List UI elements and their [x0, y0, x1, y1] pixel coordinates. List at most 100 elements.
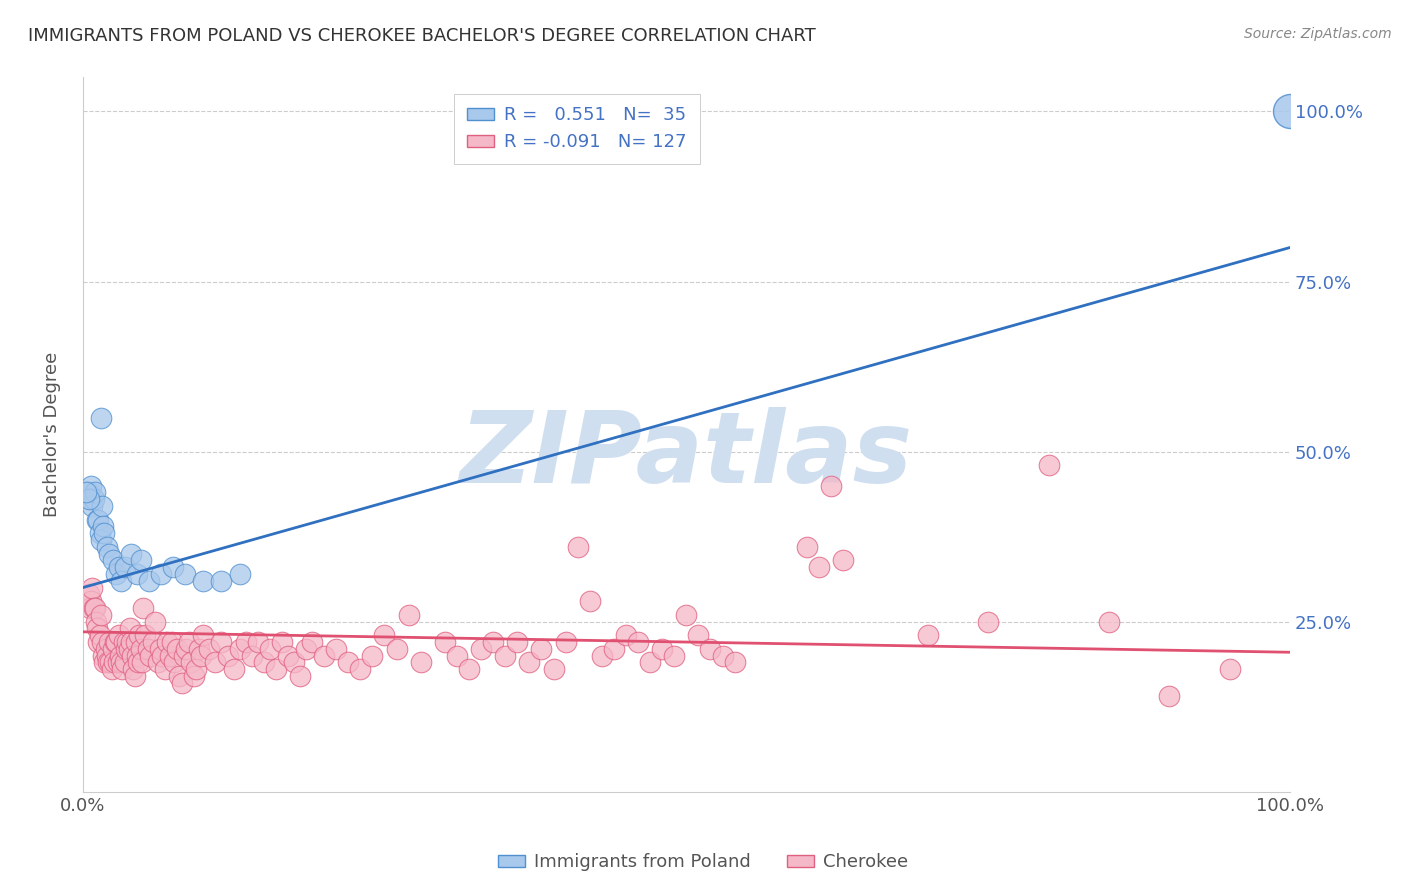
Point: [103, 656, 125, 670]
Point: [80, 594, 103, 608]
Point: [699, 641, 721, 656]
Point: [94, 641, 117, 656]
Point: [87, 635, 110, 649]
Point: [277, 648, 299, 663]
Point: [125, 567, 148, 582]
Point: [100, 656, 122, 670]
Point: [482, 635, 505, 649]
Point: [132, 601, 155, 615]
Point: [917, 628, 939, 642]
Point: [127, 656, 149, 670]
Point: [118, 622, 141, 636]
Point: [121, 648, 143, 663]
Point: [125, 635, 148, 649]
Point: [1159, 690, 1181, 704]
Point: [301, 635, 323, 649]
Point: [98, 547, 121, 561]
Point: [1098, 615, 1121, 629]
Point: [204, 656, 226, 670]
Point: [253, 656, 276, 670]
Point: [174, 567, 197, 582]
Point: [820, 478, 842, 492]
Point: [664, 648, 686, 663]
Point: [162, 560, 184, 574]
Point: [114, 656, 136, 670]
Point: [114, 560, 136, 574]
Point: [93, 656, 115, 670]
Point: [217, 648, 239, 663]
Point: [1219, 662, 1241, 676]
Point: [235, 635, 257, 649]
Point: [131, 656, 153, 670]
Point: [83, 492, 105, 507]
Point: [264, 662, 287, 676]
Point: [80, 478, 103, 492]
Point: [142, 635, 165, 649]
Point: [117, 635, 139, 649]
Point: [228, 641, 250, 656]
Point: [361, 648, 384, 663]
Point: [77, 485, 100, 500]
Point: [110, 656, 132, 670]
Point: [591, 648, 613, 663]
Point: [90, 607, 112, 622]
Point: [82, 499, 104, 513]
Point: [433, 635, 456, 649]
Point: [100, 662, 122, 676]
Point: [228, 567, 250, 582]
Point: [167, 669, 190, 683]
Point: [91, 635, 114, 649]
Point: [270, 635, 292, 649]
Point: [91, 499, 114, 513]
Point: [314, 648, 336, 663]
Point: [120, 635, 142, 649]
Point: [337, 656, 360, 670]
Point: [101, 641, 124, 656]
Point: [139, 648, 162, 663]
Point: [105, 567, 128, 582]
Point: [86, 622, 108, 636]
Point: [117, 641, 139, 656]
Point: [283, 656, 305, 670]
Point: [651, 641, 673, 656]
Point: [129, 553, 152, 567]
Point: [259, 641, 281, 656]
Legend: Immigrants from Poland, Cherokee: Immigrants from Poland, Cherokee: [491, 847, 915, 879]
Legend: R =   0.551   N=  35, R = -0.091   N= 127: R = 0.551 N= 35, R = -0.091 N= 127: [454, 94, 700, 164]
Point: [87, 513, 110, 527]
Point: [240, 648, 263, 663]
Point: [187, 641, 209, 656]
Point: [128, 628, 150, 642]
Point: [530, 641, 553, 656]
Text: IMMIGRANTS FROM POLAND VS CHEROKEE BACHELOR'S DEGREE CORRELATION CHART: IMMIGRANTS FROM POLAND VS CHEROKEE BACHE…: [28, 27, 815, 45]
Point: [385, 641, 408, 656]
Point: [110, 574, 132, 588]
Point: [156, 635, 179, 649]
Point: [246, 635, 269, 649]
Point: [543, 662, 565, 676]
Point: [125, 648, 148, 663]
Point: [222, 662, 245, 676]
Point: [108, 560, 131, 574]
Y-axis label: Bachelor's Degree: Bachelor's Degree: [44, 352, 60, 517]
Point: [76, 485, 98, 500]
Point: [458, 662, 481, 676]
Point: [554, 635, 576, 649]
Point: [170, 676, 193, 690]
Point: [124, 669, 146, 683]
Point: [159, 648, 181, 663]
Point: [186, 662, 208, 676]
Point: [808, 560, 831, 574]
Point: [90, 410, 112, 425]
Point: [627, 635, 650, 649]
Point: [288, 669, 311, 683]
Point: [91, 648, 114, 663]
Point: [153, 662, 176, 676]
Point: [77, 492, 100, 507]
Point: [211, 635, 233, 649]
Point: [146, 656, 169, 670]
Point: [111, 662, 134, 676]
Point: [578, 594, 600, 608]
Point: [211, 574, 233, 588]
Point: [977, 615, 1000, 629]
